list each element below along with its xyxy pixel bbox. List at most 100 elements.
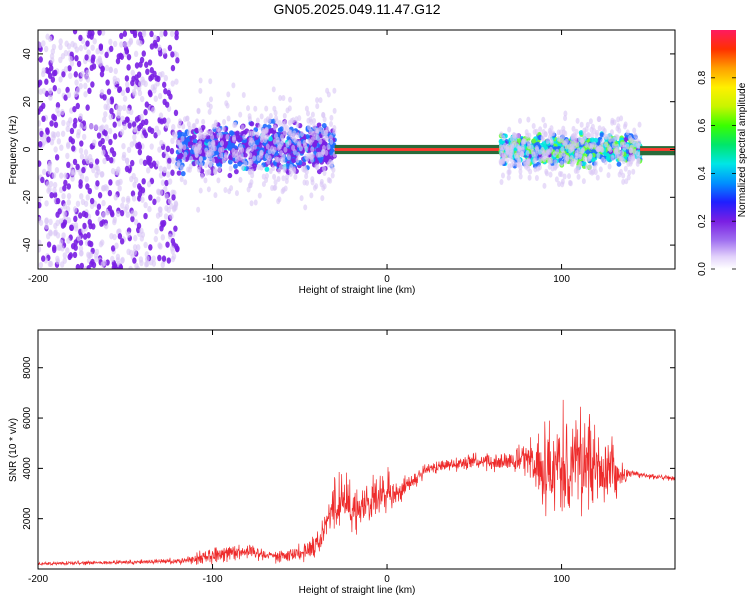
x-tick-label: -200	[28, 274, 48, 285]
spectrogram-blob	[176, 162, 181, 169]
spectrogram-blob	[276, 198, 281, 205]
y-tick-label: -40	[22, 237, 33, 252]
spectrogram-blob	[159, 31, 164, 38]
spectrogram-blob	[167, 178, 173, 185]
spectrogram-blob	[300, 131, 305, 138]
spectrogram-blob	[143, 109, 148, 116]
spectrogram-blob	[100, 261, 105, 268]
spectrogram-blob	[44, 200, 49, 207]
spectrogram-blob	[547, 134, 552, 141]
spectrogram-blob	[132, 249, 137, 256]
spectrogram-blob	[61, 192, 66, 200]
spectrogram-blob	[56, 110, 62, 117]
spectrogram-blob	[266, 158, 271, 165]
spectrogram-blob	[304, 173, 309, 180]
spectrogram-blob	[292, 168, 297, 175]
spectrogram-blob	[66, 237, 71, 244]
spectrogram-blob	[313, 134, 318, 141]
spectrogram-blob	[167, 197, 173, 205]
spectrogram-blob	[98, 241, 104, 248]
spectrogram-blob	[271, 148, 276, 155]
spectrogram-blob	[74, 55, 79, 62]
spectrogram-blob	[117, 185, 122, 192]
spectrogram-blob	[307, 138, 312, 145]
spectrogram-blob	[48, 94, 53, 101]
spectrogram-blob	[309, 192, 314, 199]
spectrogram-blob	[95, 180, 100, 187]
spectrogram-blob	[291, 157, 297, 164]
spectrogram-blob	[114, 242, 119, 249]
spectrogram-blob	[249, 121, 255, 127]
spectrogram-blob	[119, 32, 124, 40]
spectrogram-blob	[312, 117, 317, 124]
spectrogram-blob	[285, 107, 290, 114]
spectrogram-blob	[598, 166, 603, 173]
spectrogram-blob	[106, 98, 111, 105]
spectrogram-blob	[261, 173, 266, 180]
spectrogram-blob	[249, 200, 254, 207]
spectrogram-blob	[136, 124, 142, 132]
spectrogram-blob	[607, 133, 612, 140]
spectrogram-blob	[276, 176, 281, 183]
spectrogram-blob	[289, 163, 294, 170]
spectrogram-blob	[176, 170, 182, 176]
spectrogram-blob	[301, 161, 307, 167]
spectrogram-blob	[91, 261, 97, 269]
spectrogram-band-core	[334, 148, 501, 151]
spectrogram-blob	[94, 255, 99, 263]
spectrogram-blob	[78, 179, 83, 186]
spectrogram-blob	[55, 258, 61, 265]
spectrogram-blob	[89, 197, 95, 205]
spectrogram-blob	[535, 165, 540, 172]
spectrogram-blob	[65, 125, 70, 133]
colorbar-tick-label: 0.0	[697, 262, 708, 276]
spectrogram-blob	[78, 212, 83, 219]
spectrogram-blob	[574, 128, 579, 135]
spectrogram-blob	[501, 134, 506, 141]
spectrogram-blob	[238, 143, 243, 150]
spectrogram-blob	[44, 218, 49, 225]
spectrogram-blob	[181, 156, 186, 163]
spectrogram-blob	[242, 152, 248, 158]
spectrogram-blob	[161, 255, 167, 262]
spectrogram-blob	[222, 119, 227, 126]
spectrogram-blob	[575, 117, 580, 124]
spectrogram-blob	[242, 133, 247, 140]
spectrogram-blob	[124, 48, 130, 55]
spectrogram-blob	[307, 124, 312, 131]
spectrogram-blob	[303, 142, 308, 149]
spectrogram-blob	[321, 111, 326, 118]
spectrogram-blob	[320, 195, 325, 202]
spectrogram-blob	[207, 168, 212, 175]
spectrogram-blob	[297, 140, 302, 147]
spectrogram-blob	[316, 168, 322, 175]
spectrogram-blob	[170, 64, 176, 72]
spectrogram-blob	[240, 164, 245, 171]
spectrogram-blob	[505, 147, 510, 154]
colorbar-tick-label: 0.6	[697, 118, 708, 132]
spectrogram-blob	[146, 181, 152, 188]
spectrogram-y-ticks: -40 -20 0 20 40	[22, 48, 675, 252]
spectrogram-blob	[136, 244, 141, 251]
spectrogram-blob	[249, 130, 254, 137]
spectrogram-blob	[157, 92, 163, 100]
spectrogram-blob	[158, 189, 164, 196]
spectrogram-blob	[109, 232, 114, 240]
spectrogram-blob	[246, 105, 251, 112]
spectrogram-blob	[78, 250, 84, 257]
x-tick-label: -200	[28, 574, 48, 585]
spectrogram-blob	[168, 93, 173, 100]
spectrogram-blob	[130, 159, 135, 167]
spectrogram-blob	[165, 145, 171, 153]
spectrogram-blob	[125, 86, 130, 94]
spectrogram-blob	[62, 252, 68, 259]
spectrogram-blob	[273, 124, 278, 131]
spectrogram-blob	[616, 116, 621, 123]
spectrogram-blob	[138, 35, 144, 42]
spectrogram-blob	[264, 128, 269, 135]
spectrogram-blob	[83, 200, 89, 207]
spectrogram-blob	[51, 113, 56, 121]
spectrogram-blob	[50, 131, 56, 138]
spectrogram-blob	[264, 153, 269, 160]
spectrogram-blob	[120, 256, 125, 264]
